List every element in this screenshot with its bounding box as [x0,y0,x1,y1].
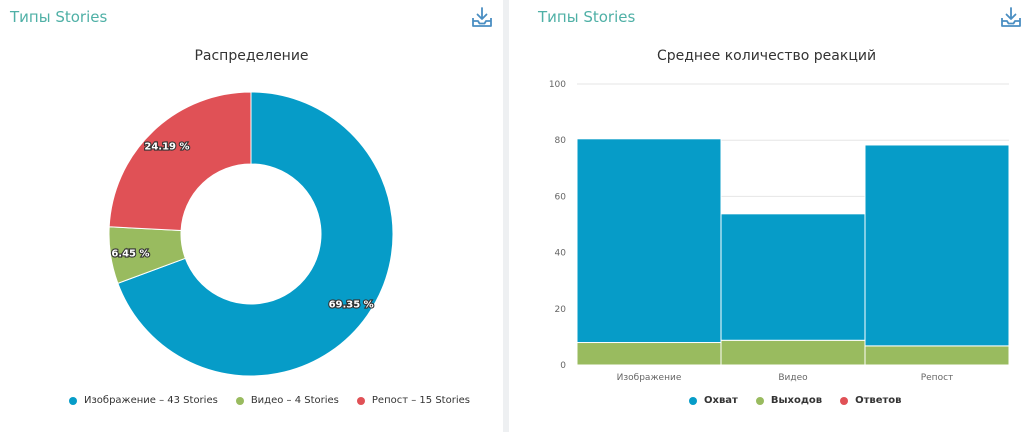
x-tick-label: Видео [778,373,808,383]
chart-title: Распределение [194,48,309,64]
legend-label: Изображение – 43 Stories [84,395,218,406]
legend-label: Ответов [855,395,902,406]
slice-percent-label: 69.35 % [329,300,374,311]
y-tick-label: 80 [555,136,567,146]
y-tick-label: 20 [555,305,567,315]
download-icon[interactable] [999,6,1023,30]
bar-segment[interactable] [864,345,1010,366]
legend-item[interactable]: Изображение – 43 Stories [69,395,218,406]
bar-segment[interactable] [576,342,722,366]
bar-segment[interactable] [864,144,1010,347]
donut-slice-0[interactable] [117,91,394,377]
bar-legend: Охват Выходов Ответов [689,395,902,406]
legend-dot-icon [689,396,697,405]
x-tick-label: Репост [921,373,954,383]
y-tick-label: 0 [560,361,566,371]
stacked-bar-chart: 0 20 40 60 80 100 Изображение Видео Репост [549,80,1010,383]
donut-legend: Изображение – 43 Stories Видео – 4 Storie… [69,395,470,406]
bar-segment[interactable] [720,213,866,341]
download-icon[interactable] [470,6,494,30]
legend-dot-icon [235,396,244,405]
y-tick-label: 60 [555,192,567,202]
legend-dot-icon [356,396,365,405]
x-tick-label: Изображение [617,373,682,383]
legend-item[interactable]: Видео – 4 Stories [235,395,339,406]
legend-dot-icon [755,396,764,405]
y-tick-label: 100 [549,80,566,90]
donut-slice-2[interactable] [108,91,252,231]
bar-segment[interactable] [576,138,722,344]
legend-label: Выходов [770,395,823,406]
bar-segment[interactable] [720,339,866,366]
reactions-panel: Типы Stories Среднее количество реакций … [509,0,1024,432]
chart-title: Среднее количество реакций [656,48,877,64]
panel-title: Типы Stories [538,8,636,26]
legend-label: Репост – 15 Stories [371,395,470,406]
distribution-panel: Типы Stories Распределение 69.35 % 6.45 %… [0,0,503,432]
panel-title: Типы Stories [10,8,108,26]
legend-label: Видео – 4 Stories [250,395,339,406]
legend-item[interactable]: Охват [689,395,738,406]
slice-percent-label: 6.45 % [111,248,149,259]
legend-label: Охват [704,395,738,406]
legend-item[interactable]: Ответов [840,395,902,406]
slice-percent-label: 24.19 % [144,142,189,153]
y-tick-label: 40 [555,249,567,259]
donut-chart: 69.35 % 6.45 % 24.19 % [108,91,394,377]
legend-dot-icon [840,396,849,405]
legend-dot-icon [69,396,77,405]
legend-item[interactable]: Выходов [755,395,823,406]
legend-item[interactable]: Репост – 15 Stories [356,395,470,406]
